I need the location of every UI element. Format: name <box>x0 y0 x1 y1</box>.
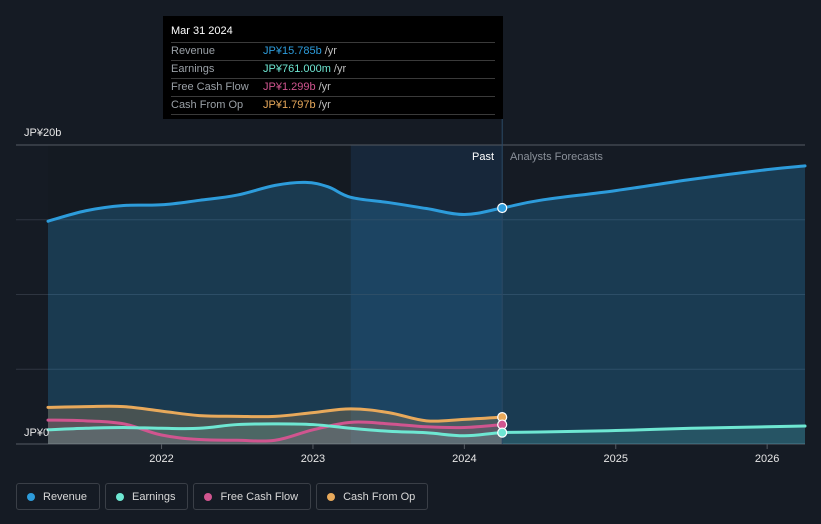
earnings-line <box>46 422 807 438</box>
legend-item-revenue[interactable]: Revenue <box>16 483 101 510</box>
revenue-area <box>48 165 805 444</box>
legend-dot-icon <box>116 492 125 501</box>
revenue-line <box>46 164 807 223</box>
x-tick-label: 2024 <box>452 453 476 465</box>
legend-dot-icon <box>204 492 213 501</box>
forecast-label: Analysts Forecasts <box>510 151 603 163</box>
tooltip-row-value: JP¥761.000m <box>263 63 331 75</box>
tooltip-date: Mar 31 2024 <box>171 24 495 43</box>
tooltip-row-value: JP¥1.299b <box>263 81 316 93</box>
legend-label: Earnings <box>132 490 176 503</box>
legend-item-earnings[interactable]: Earnings <box>105 483 189 510</box>
tooltip-row-name: Cash From Op <box>171 99 244 111</box>
tooltip-row-unit: /yr <box>324 45 337 57</box>
tooltip-row-name: Earnings <box>171 63 215 75</box>
x-tick-label: 2023 <box>301 453 325 465</box>
tooltip-row-name: Revenue <box>171 45 216 57</box>
tooltip-row-unit: /yr <box>318 81 331 93</box>
y-axis-label-min: JP¥0 <box>24 427 49 439</box>
earnings-marker <box>497 427 508 438</box>
legend-label: Revenue <box>43 490 88 503</box>
tooltip-row-unit: /yr <box>318 99 331 111</box>
tooltip-row-value: JP¥15.785b <box>263 45 322 57</box>
legend-label: Cash From Op <box>343 490 416 503</box>
x-tick-label: 2025 <box>604 453 628 465</box>
legend: Revenue Earnings Free Cash Flow Cash Fro… <box>16 483 429 510</box>
tooltip-row-cash-from-op: Cash From Op JP¥1.797b /yr <box>171 97 495 115</box>
revenue-marker <box>497 202 508 214</box>
legend-dot-icon <box>327 492 336 501</box>
legend-item-cash-from-op[interactable]: Cash From Op <box>316 483 429 510</box>
tooltip: Mar 31 2024 Revenue JP¥15.785b /yr Earni… <box>163 16 503 119</box>
free-cash-flow-line <box>46 418 504 443</box>
tooltip-row-free-cash-flow: Free Cash Flow JP¥1.299b /yr <box>171 79 495 97</box>
legend-label: Free Cash Flow <box>220 490 299 503</box>
past-label: Past <box>472 151 494 163</box>
legend-item-free-cash-flow[interactable]: Free Cash Flow <box>193 483 312 510</box>
tooltip-row-revenue: Revenue JP¥15.785b /yr <box>171 43 495 61</box>
x-tick-label: 2026 <box>755 453 779 465</box>
legend-dot-icon <box>27 492 35 501</box>
free-cash-flow-area <box>48 420 503 444</box>
tooltip-row-name: Free Cash Flow <box>171 81 249 93</box>
tooltip-row-earnings: Earnings JP¥761.000m /yr <box>171 61 495 79</box>
tooltip-row-unit: /yr <box>333 63 347 75</box>
y-axis-label-max: JP¥20b <box>24 127 61 139</box>
cash-from-op-line <box>46 404 504 423</box>
tooltip-row-value: JP¥1.797b <box>263 99 316 111</box>
x-tick-label: 2022 <box>149 453 173 465</box>
